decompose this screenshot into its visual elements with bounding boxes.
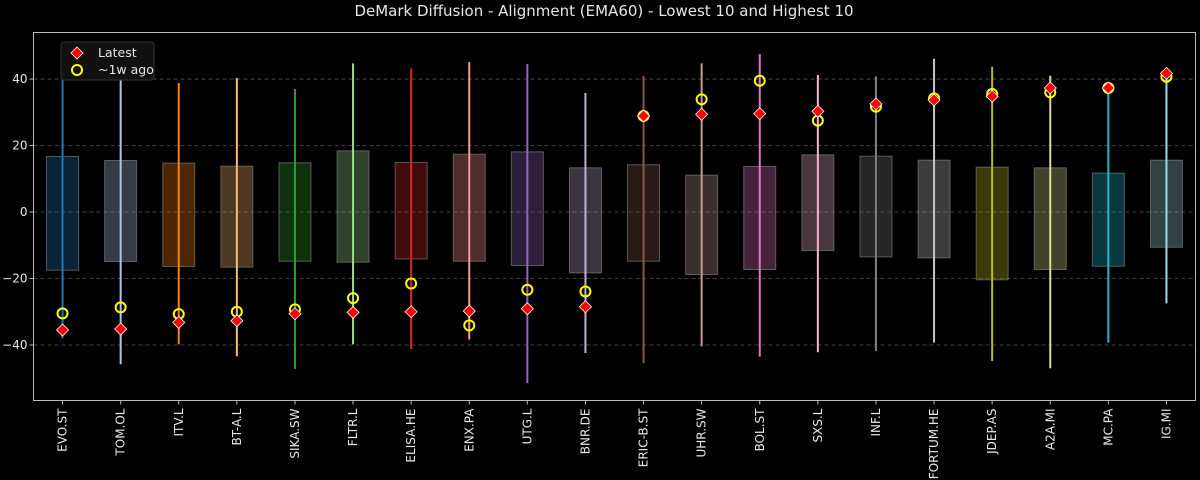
y-axis: −40 −20 0 20 40 — [2, 72, 34, 352]
prev-marker — [114, 301, 127, 314]
x-tick-label: INF.L — [869, 408, 883, 436]
legend-label-latest: Latest — [98, 45, 137, 60]
latest-marker — [404, 305, 418, 319]
x-tick-label: TOM.OL — [114, 408, 128, 456]
latest-marker — [172, 315, 186, 329]
x-tick-label: ITV.L — [172, 408, 186, 436]
x-tick-label: EVO.ST — [56, 408, 70, 452]
latest-marker — [114, 322, 128, 336]
legend: Latest ~1w ago — [60, 41, 155, 81]
x-tick-label: SXS.L — [811, 408, 825, 442]
x-tick-label: ELISA.HE — [404, 409, 418, 463]
latest-marker — [695, 107, 709, 121]
legend-box — [60, 41, 155, 81]
latest-marker — [578, 300, 593, 314]
x-tick-label: UHR.SW — [695, 408, 709, 457]
markers — [55, 66, 1174, 337]
prev-marker — [56, 307, 69, 320]
x-tick-label: ENX.PA — [462, 408, 476, 452]
latest-marker — [985, 89, 999, 103]
latest-marker — [520, 302, 534, 316]
latest-marker — [927, 93, 941, 107]
plot-frame — [33, 32, 1196, 401]
latest-marker — [1043, 81, 1057, 95]
prev-marker — [405, 277, 418, 290]
x-tick-label: IG.MI — [1159, 409, 1173, 440]
x-tick-label: FLTR.L — [346, 408, 360, 446]
x-tick-label: SIKA.SW — [288, 408, 302, 458]
y-tick-label: 0 — [20, 205, 28, 219]
latest-marker — [869, 97, 883, 111]
prev-marker — [347, 292, 360, 305]
x-tick-label: UTG.L — [520, 408, 534, 444]
legend-circle-icon — [71, 64, 83, 76]
y-tick-label: 40 — [12, 72, 27, 86]
x-tick-label: ERIC-B.ST — [637, 408, 651, 467]
x-tick-label: BOL.ST — [753, 408, 767, 452]
x-axis: EVO.ST TOM.OL ITV.L BT-A.L SIKA.SW FLTR.L ELIS… — [56, 400, 1173, 480]
legend-label-prev: ~1w ago — [98, 62, 154, 77]
x-tick-label: BT-A.L — [230, 408, 244, 445]
y-tick-label: −20 — [2, 271, 27, 285]
latest-marker — [1159, 66, 1174, 80]
latest-marker — [346, 305, 360, 319]
latest-marker — [230, 314, 244, 328]
grid — [33, 78, 1196, 346]
latest-marker — [288, 307, 302, 321]
prev-marker — [463, 319, 476, 332]
prev-marker — [521, 283, 534, 296]
latest-marker — [753, 107, 767, 121]
latest-marker — [55, 323, 70, 337]
prev-marker — [695, 93, 708, 106]
y-tick-label: 20 — [12, 139, 27, 153]
x-tick-label: FORTUM.HE — [927, 409, 941, 480]
y-tick-label: −40 — [2, 338, 27, 352]
prev-marker — [579, 285, 592, 298]
latest-marker — [1101, 81, 1115, 95]
boxes — [46, 49, 1183, 384]
x-tick-label: A2A.MI — [1043, 409, 1057, 451]
latest-marker — [636, 109, 651, 123]
legend-diamond-icon — [70, 46, 84, 60]
latest-marker — [811, 104, 825, 118]
x-tick-label: JDEP.AS — [985, 409, 999, 455]
prev-marker — [753, 74, 766, 87]
latest-marker — [462, 304, 476, 318]
x-tick-label: BNR.DE — [578, 409, 592, 455]
x-tick-label: MC.PA — [1101, 408, 1115, 446]
chart-title: DeMark Diffusion - Alignment (EMA60) - L… — [354, 2, 853, 20]
